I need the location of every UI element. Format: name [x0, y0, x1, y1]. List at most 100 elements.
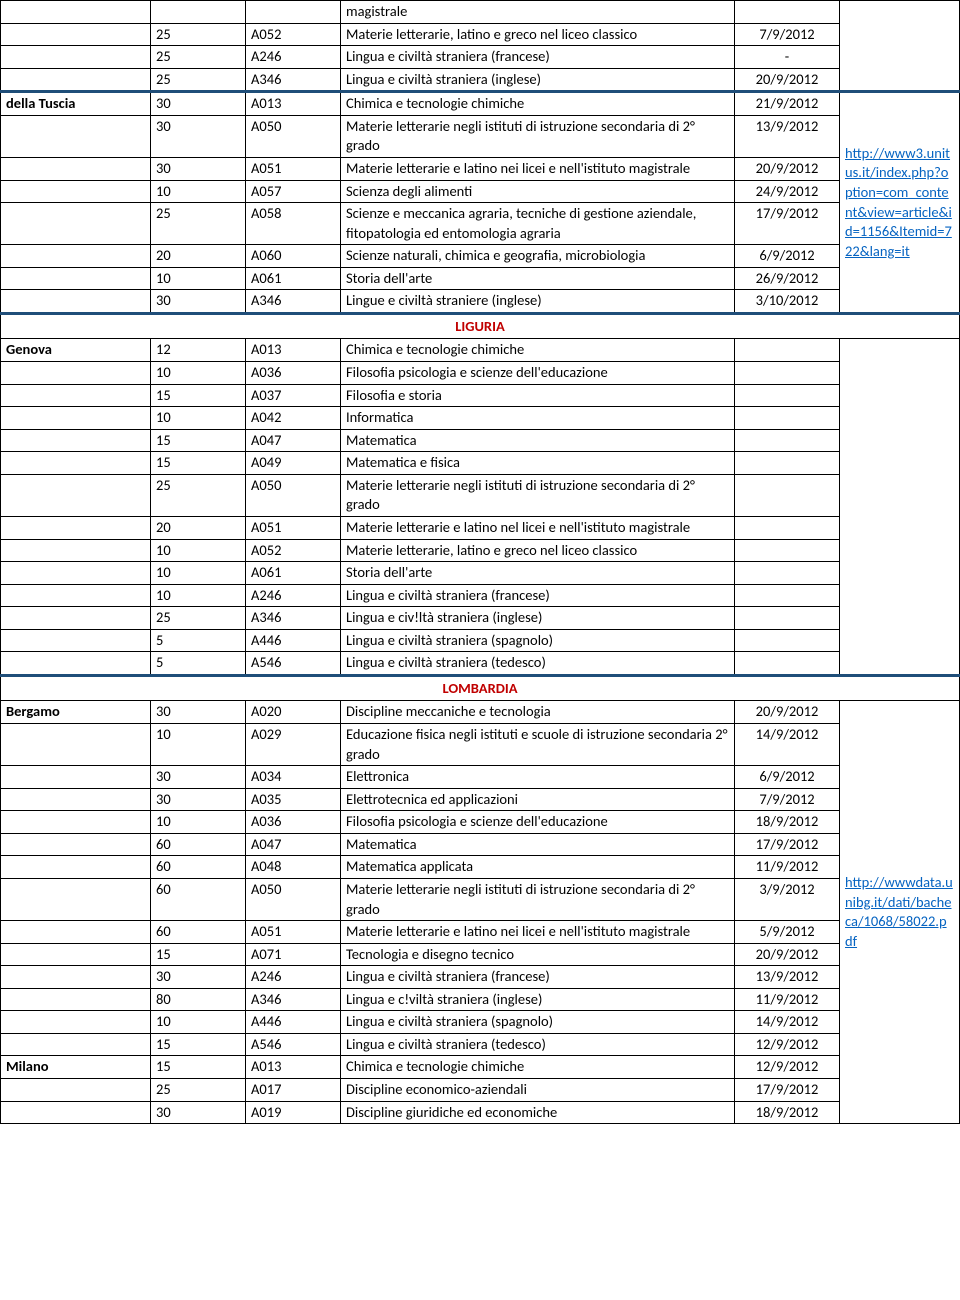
city-cell	[1, 1101, 151, 1124]
desc-cell: Discipline giuridiche ed economiche	[341, 1101, 735, 1124]
city-cell: Bergamo	[1, 701, 151, 724]
code-cell: A017	[246, 1079, 341, 1102]
city-cell	[1, 362, 151, 385]
code-cell: A546	[246, 1033, 341, 1056]
num-cell: 20	[151, 245, 246, 268]
reference-link[interactable]: http://wwwdata.unibg.it/dati/bacheca/106…	[845, 873, 953, 950]
city-cell	[1, 584, 151, 607]
num-cell: 30	[151, 766, 246, 789]
num-cell: 10	[151, 539, 246, 562]
date-cell	[735, 429, 840, 452]
city-cell	[1, 833, 151, 856]
desc-cell: Discipline economico-aziendali	[341, 1079, 735, 1102]
link-cell	[840, 1, 960, 92]
city-cell	[1, 921, 151, 944]
date-cell: 20/9/2012	[735, 701, 840, 724]
code-cell: A052	[246, 539, 341, 562]
city-cell	[1, 407, 151, 430]
desc-cell: Informatica	[341, 407, 735, 430]
date-cell: 13/9/2012	[735, 966, 840, 989]
code-cell: A050	[246, 115, 341, 157]
num-cell: 5	[151, 629, 246, 652]
num-cell: 60	[151, 856, 246, 879]
desc-cell: Lingue e civiltà straniere (inglese)	[341, 290, 735, 314]
desc-cell: Lingua e civiltà straniera (francese)	[341, 966, 735, 989]
city-cell	[1, 203, 151, 245]
code-cell: A037	[246, 384, 341, 407]
desc-cell: Scienze e meccanica agraria, tecniche di…	[341, 203, 735, 245]
num-cell: 30	[151, 157, 246, 180]
city-cell	[1, 724, 151, 766]
num-cell: 25	[151, 1079, 246, 1102]
city-cell: Milano	[1, 1056, 151, 1079]
reference-link[interactable]: http://www3.unitus.it/index.php?option=c…	[845, 144, 952, 260]
code-cell: A246	[246, 584, 341, 607]
code-cell	[246, 1, 341, 24]
city-cell	[1, 966, 151, 989]
desc-cell: Materie letterarie e latino nel licei e …	[341, 516, 735, 539]
desc-cell: Lingua e civiltà straniera (francese)	[341, 46, 735, 69]
date-cell: 17/9/2012	[735, 203, 840, 245]
date-cell	[735, 474, 840, 516]
code-cell: A049	[246, 452, 341, 475]
desc-cell: Lingua e civiltà straniera (spagnolo)	[341, 1011, 735, 1034]
city-cell: Genova	[1, 339, 151, 362]
code-cell: A346	[246, 290, 341, 314]
num-cell: 15	[151, 384, 246, 407]
desc-cell: Materie letterarie e latino nei licei e …	[341, 921, 735, 944]
date-cell: 20/9/2012	[735, 68, 840, 92]
link-cell: http://www3.unitus.it/index.php?option=c…	[840, 92, 960, 314]
date-cell	[735, 407, 840, 430]
desc-cell: Lingua e civiltà straniera (francese)	[341, 584, 735, 607]
num-cell	[151, 1, 246, 24]
desc-cell: Chimica e tecnologie chimiche	[341, 339, 735, 362]
code-cell: A071	[246, 943, 341, 966]
num-cell: 12	[151, 339, 246, 362]
code-cell: A048	[246, 856, 341, 879]
code-cell: A057	[246, 180, 341, 203]
date-cell: 12/9/2012	[735, 1033, 840, 1056]
date-cell	[735, 1, 840, 24]
date-cell: 14/9/2012	[735, 1011, 840, 1034]
city-cell	[1, 23, 151, 46]
date-cell: 18/9/2012	[735, 1101, 840, 1124]
desc-cell: Matematica	[341, 833, 735, 856]
code-cell: A346	[246, 607, 341, 630]
code-cell: A546	[246, 652, 341, 676]
num-cell: 15	[151, 943, 246, 966]
desc-cell: Materie letterarie, latino e greco nel l…	[341, 23, 735, 46]
num-cell: 25	[151, 607, 246, 630]
desc-cell: Filosofia psicologia e scienze dell'educ…	[341, 362, 735, 385]
num-cell: 10	[151, 562, 246, 585]
num-cell: 30	[151, 92, 246, 116]
desc-cell: Tecnologia e disegno tecnico	[341, 943, 735, 966]
date-cell: 20/9/2012	[735, 157, 840, 180]
date-cell: 12/9/2012	[735, 1056, 840, 1079]
code-cell: A034	[246, 766, 341, 789]
code-cell: A036	[246, 362, 341, 385]
desc-cell: Chimica e tecnologie chimiche	[341, 92, 735, 116]
city-cell	[1, 157, 151, 180]
num-cell: 10	[151, 362, 246, 385]
date-cell	[735, 607, 840, 630]
city-cell	[1, 68, 151, 92]
num-cell: 25	[151, 474, 246, 516]
date-cell: 7/9/2012	[735, 23, 840, 46]
city-cell: della Tuscia	[1, 92, 151, 116]
code-cell: A013	[246, 339, 341, 362]
code-cell: A058	[246, 203, 341, 245]
city-cell	[1, 943, 151, 966]
city-cell	[1, 988, 151, 1011]
city-cell	[1, 766, 151, 789]
desc-cell: Scienze naturali, chimica e geografia, m…	[341, 245, 735, 268]
desc-cell: Lingua e civiltà straniera (tedesco)	[341, 1033, 735, 1056]
num-cell: 60	[151, 921, 246, 944]
link-cell: http://wwwdata.unibg.it/dati/bacheca/106…	[840, 701, 960, 1124]
date-cell	[735, 539, 840, 562]
num-cell: 60	[151, 833, 246, 856]
num-cell: 25	[151, 203, 246, 245]
city-cell	[1, 878, 151, 920]
num-cell: 25	[151, 23, 246, 46]
num-cell: 15	[151, 1056, 246, 1079]
desc-cell: Lingua e civiltà straniera (spagnolo)	[341, 629, 735, 652]
